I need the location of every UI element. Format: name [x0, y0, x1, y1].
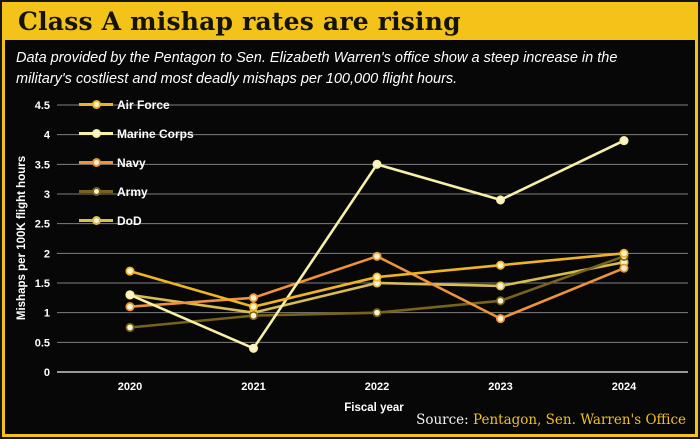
data-point-army-2021 [248, 311, 259, 321]
source-line: Source: Pentagon, Sen. Warren's Office [416, 412, 686, 428]
legend-swatch-dod [79, 216, 113, 226]
data-point-navy-2021 [248, 293, 259, 303]
y-tick-label: 2.5 [35, 219, 50, 231]
data-point-navy-2020 [125, 302, 135, 312]
data-point-marine-corps-2022 [372, 159, 382, 169]
legend-marker-dot [92, 158, 101, 167]
y-tick-label: 3.5 [35, 159, 50, 171]
legend-marker-dot [92, 129, 101, 138]
legend-label: DoD [117, 213, 142, 228]
data-point-air-force-2024 [619, 248, 629, 258]
legend-marker-dot [92, 100, 101, 109]
data-point-marine-corps-2021 [248, 343, 259, 353]
legend-item-army: Army [79, 177, 194, 206]
y-tick-label: 1.5 [35, 278, 50, 290]
legend-swatch-navy [79, 158, 113, 168]
page-title: Class A mishap rates are rising [18, 6, 461, 36]
legend-swatch-air-force [79, 100, 113, 110]
data-point-army-2022 [372, 308, 382, 318]
data-point-marine-corps-2024 [619, 136, 629, 146]
legend-swatch-marine-corps [79, 129, 113, 139]
source-value: Pentagon, Sen. Warren's Office [473, 412, 686, 428]
data-point-air-force-2022 [372, 272, 382, 282]
source-label: Source: [416, 412, 469, 428]
data-point-marine-corps-2020 [125, 290, 135, 300]
data-point-dod-2023 [495, 281, 506, 291]
x-axis-label: Fiscal year [344, 402, 404, 414]
y-tick-label: 4.5 [35, 100, 50, 112]
y-axis-label: Mishaps per 100K flight hours [16, 156, 28, 320]
header-band: Class A mishap rates are rising [2, 2, 698, 40]
x-tick-label: 2021 [241, 381, 265, 393]
y-tick-label: 0.5 [35, 337, 50, 349]
legend-label: Army [117, 184, 148, 199]
legend-item-air-force: Air Force [79, 90, 194, 119]
legend-label: Air Force [117, 97, 170, 112]
data-point-army-2020 [125, 322, 135, 333]
data-point-army-2023 [495, 296, 506, 306]
legend-item-navy: Navy [79, 148, 194, 177]
x-tick-label: 2020 [118, 381, 142, 393]
legend-marker-dot [92, 216, 101, 225]
y-tick-label: 3 [44, 189, 50, 201]
mishap-rate-chart: 0 0.5 1 1.5 2 2.5 3 3.5 4 4.5 2020 2021 2022 2023 2024… [16, 100, 688, 414]
y-tick-label: 4 [44, 130, 51, 142]
chart-subtitle: Data provided by the Pentagon to Sen. El… [16, 50, 618, 87]
x-tick-label: 2024 [612, 381, 637, 393]
legend-marker-dot [92, 187, 101, 196]
legend-label: Navy [117, 155, 146, 170]
x-tick-label: 2023 [488, 381, 512, 393]
axis-labels-group: 0 0.5 1 1.5 2 2.5 3 3.5 4 4.5 2020 2021 2022 2023 2024 [35, 100, 637, 393]
content-panel: Data provided by the Pentagon to Sen. El… [5, 40, 695, 434]
legend-swatch-army [79, 187, 113, 197]
data-point-navy-2024 [619, 263, 629, 273]
series-group [125, 136, 629, 353]
x-tick-label: 2022 [365, 381, 389, 393]
legend-item-marine-corps: Marine Corps [79, 119, 194, 148]
data-point-air-force-2021 [248, 302, 259, 312]
legend-item-dod: DoD [79, 206, 194, 235]
legend-label: Marine Corps [117, 126, 194, 141]
y-tick-label: 1 [44, 308, 50, 320]
chart-legend: Air Force Marine Corps Navy Army DoD [79, 90, 194, 235]
y-tick-label: 2 [44, 248, 50, 260]
data-point-navy-2022 [372, 251, 382, 261]
data-point-air-force-2020 [125, 266, 135, 276]
data-point-air-force-2023 [495, 260, 506, 270]
data-point-marine-corps-2023 [495, 195, 506, 205]
y-tick-label: 0 [44, 367, 50, 379]
data-point-navy-2023 [495, 314, 506, 324]
